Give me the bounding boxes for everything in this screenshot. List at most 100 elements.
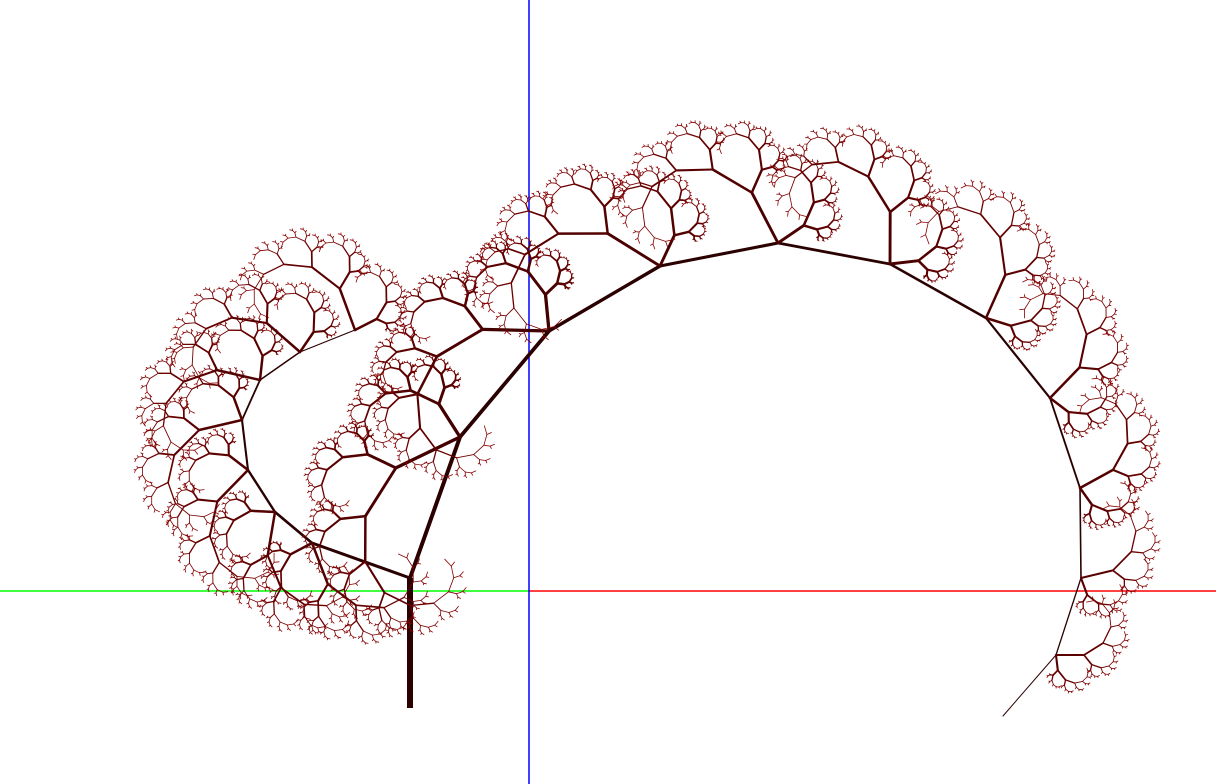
tree-branch <box>341 629 346 633</box>
tree-branch <box>636 162 639 170</box>
tree-branch <box>324 635 328 639</box>
tree-branch <box>449 615 451 618</box>
tree-branch <box>609 197 612 202</box>
tree-branch <box>331 500 333 504</box>
tree-branch <box>696 213 701 225</box>
tree-branch <box>683 201 688 205</box>
tree-branch <box>203 573 208 577</box>
tree-branch <box>397 553 408 559</box>
tree-branch <box>419 337 426 340</box>
tree-branch <box>1083 297 1090 300</box>
tree-branch <box>308 625 310 628</box>
tree-branch <box>241 370 244 373</box>
tree-branch <box>270 590 274 592</box>
tree-branch <box>824 203 827 206</box>
tree-branch <box>1119 584 1123 590</box>
tree-main-branch <box>259 351 301 381</box>
tree-branch <box>820 165 823 169</box>
tree-branch <box>425 336 431 340</box>
tree-branch <box>431 356 434 359</box>
tree-branch <box>464 471 472 474</box>
tree-branch <box>309 560 311 563</box>
tree-branch <box>787 165 802 172</box>
tree-branch <box>1040 280 1044 286</box>
tree-branch <box>603 205 609 235</box>
tree-branch <box>556 173 560 178</box>
tree-branch <box>203 511 215 518</box>
tree-branch <box>768 143 771 146</box>
tree-branch <box>283 602 285 604</box>
tree-branch <box>179 488 183 491</box>
tree-branch <box>333 595 335 601</box>
tree-branch <box>406 552 409 559</box>
tree-branch <box>881 156 886 160</box>
tree-branch <box>183 406 188 411</box>
tree-branch <box>186 401 189 405</box>
tree-branch <box>177 477 180 479</box>
tree-branch <box>266 329 272 332</box>
tree-branch <box>162 402 167 427</box>
tree-branch <box>192 569 195 574</box>
tree-branch <box>434 620 439 626</box>
tree-branch <box>384 407 389 421</box>
tree-branch <box>1037 325 1047 328</box>
tree-branch <box>370 374 373 377</box>
tree-branch <box>1108 661 1114 667</box>
tree-branch <box>330 573 334 577</box>
tree-branch <box>910 160 916 167</box>
tree-branch <box>695 206 700 215</box>
tree-branch <box>362 383 370 387</box>
tree-branch <box>429 630 433 633</box>
tree-branch <box>1091 298 1097 300</box>
tree-branch <box>929 195 931 199</box>
tree-branch <box>496 222 500 227</box>
tree-branch <box>374 440 384 444</box>
tree-branch <box>380 381 383 384</box>
tree-branch <box>248 606 250 609</box>
tree-branch <box>273 335 276 344</box>
tree-branch <box>182 449 185 457</box>
tree-branch <box>398 451 402 457</box>
tree-branch <box>450 615 454 618</box>
tree-branch <box>1082 681 1086 684</box>
tree-branch <box>236 598 240 600</box>
tree-branch <box>1108 378 1110 383</box>
tree-branch <box>230 590 233 593</box>
tree-branch <box>432 282 441 290</box>
tree-branch <box>429 356 433 359</box>
tree-branch <box>395 439 399 444</box>
tree-branch <box>541 335 545 340</box>
tree-branch <box>733 128 737 135</box>
tree-branch <box>555 269 562 285</box>
tree-branch <box>979 190 984 202</box>
tree-branch <box>303 528 305 531</box>
tree-branch <box>386 631 389 634</box>
tree-branch <box>306 557 310 560</box>
tree-branch <box>311 620 314 627</box>
tree-branch <box>777 195 783 202</box>
tree-branch <box>229 367 232 370</box>
tree-branch <box>311 508 313 511</box>
tree-branch <box>135 467 139 471</box>
tree-branch <box>1132 511 1135 514</box>
tree-branch <box>337 571 340 574</box>
tree-branch <box>353 608 355 614</box>
tree-branch <box>326 570 330 573</box>
tree-branch <box>799 145 803 148</box>
tree-branch <box>1046 328 1051 331</box>
tree-branch <box>382 389 386 393</box>
tree-branch <box>181 455 185 459</box>
tree-branch <box>951 263 953 266</box>
tree-branch <box>180 396 183 399</box>
tree-branch <box>813 131 817 134</box>
tree-branch <box>317 500 319 503</box>
tree-branch <box>482 282 486 287</box>
tree-branch <box>782 149 785 153</box>
tree-branch <box>885 146 888 153</box>
tree-branch <box>307 601 311 604</box>
tree-branch <box>226 545 234 555</box>
tree-branch <box>1138 584 1143 587</box>
tree-branch <box>806 143 808 150</box>
